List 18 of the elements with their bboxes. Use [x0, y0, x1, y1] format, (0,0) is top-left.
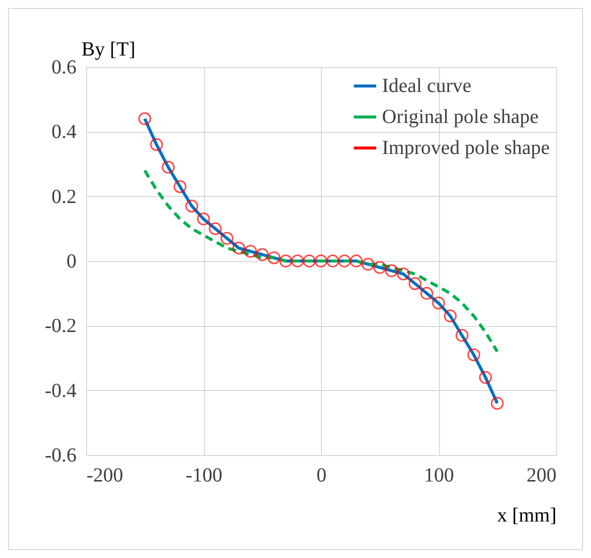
y-tick-label: 0.4 [52, 121, 76, 144]
x-axis-title: x [mm] [497, 504, 556, 526]
y-tick-label: -0.6 [44, 444, 76, 466]
x-tick-label: 200 [526, 464, 556, 486]
y-tick-label: 0 [66, 250, 76, 272]
x-tick-label: 100 [424, 464, 454, 486]
y-tick-label: 0.2 [52, 186, 76, 208]
legend-label: Ideal curve [382, 75, 472, 97]
x-tick-label: -100 [186, 464, 222, 486]
x-tick-label: -200 [86, 464, 124, 486]
y-tick-label: 0.6 [52, 56, 76, 78]
legend-label: Improved pole shape [382, 137, 550, 159]
y-tick-label: -0.2 [44, 315, 76, 338]
x-tick-label: 0 [316, 464, 326, 486]
y-tick-label: -0.4 [44, 380, 76, 402]
line-series [143, 168, 499, 354]
y-axis-title: By [T] [82, 38, 136, 60]
legend-label: Original pole shape [382, 106, 539, 128]
